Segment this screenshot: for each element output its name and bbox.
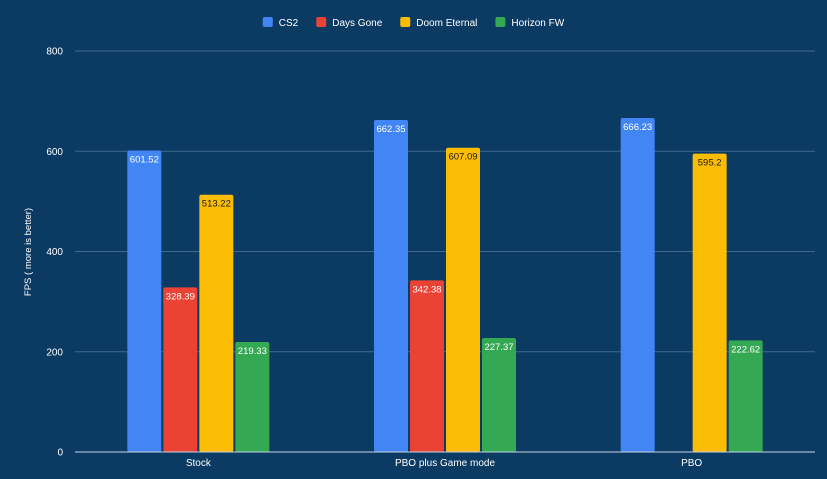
data-label: 595.2 <box>698 158 722 169</box>
legend-label: CS2 <box>279 18 299 29</box>
bar-cs2 <box>374 119 408 452</box>
x-tick-label: PBO <box>681 458 702 469</box>
legend-swatch <box>316 17 327 27</box>
data-label: 219.33 <box>238 346 267 357</box>
legend-swatch <box>495 17 506 27</box>
legend-label: Doom Eternal <box>416 18 477 29</box>
bar-cs2 <box>620 118 655 452</box>
data-labels: 601.52 328.39 513.22 219.33 662.35 342.38 607.… <box>130 122 760 357</box>
bars <box>127 118 763 452</box>
y-tick-label: 200 <box>46 347 63 358</box>
bar-horizon-fw <box>235 342 270 452</box>
bar-doom-eternal <box>446 147 480 452</box>
y-tick-label: 600 <box>46 147 63 158</box>
y-axis-title: FPS ( more is better) <box>23 208 34 296</box>
data-label: 342.38 <box>412 284 441 295</box>
bar-cs2 <box>127 150 162 452</box>
x-tick-label: PBO plus Game mode <box>395 458 495 469</box>
data-label: 607.09 <box>448 152 477 163</box>
legend-label: Horizon FW <box>511 18 564 29</box>
data-label: 513.22 <box>202 199 231 210</box>
x-tick-label: Stock <box>186 458 212 469</box>
data-label: 662.35 <box>376 124 405 135</box>
y-tick-label: 0 <box>57 448 63 459</box>
legend: CS2 Days Gone Doom Eternal Horizon FW <box>262 17 565 29</box>
data-label: 666.23 <box>623 122 652 133</box>
bar-days-gone <box>410 280 444 452</box>
data-label: 222.62 <box>731 344 760 355</box>
data-label: 328.39 <box>166 291 195 302</box>
legend-swatch <box>262 17 273 27</box>
data-label: 601.52 <box>130 154 159 165</box>
bar-days-gone <box>163 287 198 452</box>
data-label: 227.37 <box>484 342 513 353</box>
legend-swatch <box>400 17 411 27</box>
y-tick-label: 800 <box>46 47 63 58</box>
bar-doom-eternal <box>199 194 234 452</box>
bar-horizon-fw <box>482 338 516 452</box>
axes: 0 200 400 600 800 Stock PBO plus Game mode PBO <box>46 47 815 469</box>
bar-doom-eternal <box>692 153 727 452</box>
y-tick-label: 400 <box>46 247 63 258</box>
gridlines <box>75 50 815 353</box>
bar-horizon-fw <box>728 340 763 452</box>
legend-label: Days Gone <box>332 18 382 29</box>
